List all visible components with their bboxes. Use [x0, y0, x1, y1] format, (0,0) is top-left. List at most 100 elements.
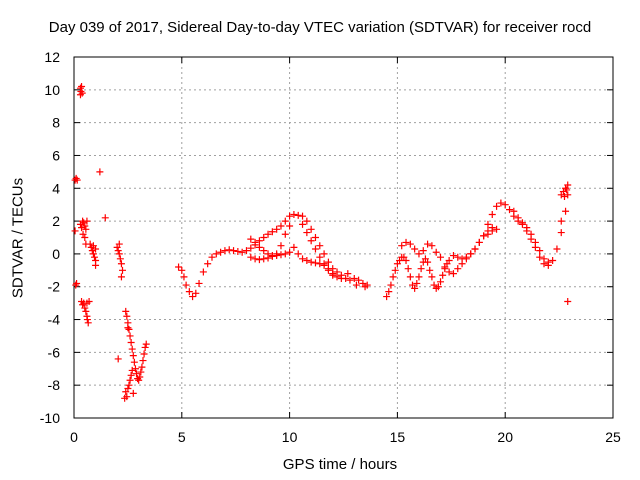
data-point — [281, 217, 289, 225]
data-point — [514, 214, 522, 222]
data-point — [86, 240, 94, 248]
data-point — [413, 279, 421, 287]
data-point — [225, 246, 233, 254]
data-point — [247, 235, 255, 243]
data-point — [133, 370, 141, 378]
data-point — [475, 238, 483, 246]
data-point — [125, 325, 133, 333]
data-point — [471, 245, 479, 253]
data-point — [72, 281, 80, 289]
data-point — [90, 253, 98, 261]
data-point — [484, 230, 492, 238]
data-point — [458, 255, 466, 263]
data-point — [389, 273, 397, 281]
data-point — [383, 293, 391, 301]
data-point — [117, 273, 125, 281]
data-point — [83, 217, 91, 225]
data-point — [141, 343, 149, 351]
data-point — [415, 273, 423, 281]
data-point — [419, 247, 427, 255]
data-point — [217, 248, 225, 256]
data-point — [454, 265, 462, 273]
data-point — [294, 211, 302, 219]
data-point — [80, 219, 88, 227]
data-point — [344, 270, 352, 278]
axis-ticks: 0 5 10 15 20 25 -10 -8 -6 -4 -2 0 2 4 6 8 10 12 — [40, 49, 621, 445]
data-point — [506, 206, 514, 214]
y-tick-label: 4 — [52, 180, 60, 196]
data-point — [560, 192, 568, 200]
data-point — [142, 340, 150, 348]
data-point — [536, 253, 544, 261]
data-point — [510, 207, 518, 215]
data-point — [415, 250, 423, 258]
data-point — [557, 229, 565, 237]
data-point — [85, 297, 93, 305]
data-point — [81, 234, 89, 241]
data-point — [115, 240, 123, 248]
data-point — [402, 238, 410, 246]
data-point — [115, 250, 123, 258]
data-point — [564, 191, 572, 199]
data-point — [192, 289, 200, 297]
data-point — [303, 229, 311, 237]
data-point — [180, 273, 188, 281]
data-point — [195, 279, 203, 287]
data-point — [518, 219, 526, 227]
data-point — [333, 273, 341, 281]
data-point — [212, 250, 220, 258]
data-points — [71, 83, 572, 402]
x-tick-label: 5 — [178, 429, 186, 445]
data-point — [238, 248, 246, 256]
data-point — [411, 284, 419, 292]
data-point — [454, 253, 462, 261]
chart-title: Day 039 of 2017, Sidereal Day-to-day VTE… — [48, 19, 592, 36]
x-tick-label: 10 — [282, 429, 298, 445]
data-point — [307, 237, 315, 245]
data-point — [350, 275, 358, 283]
data-point — [361, 283, 369, 291]
data-point — [277, 251, 285, 259]
data-point — [307, 258, 315, 266]
data-point — [260, 234, 268, 241]
data-point — [247, 244, 255, 252]
data-point — [131, 365, 139, 373]
data-point — [78, 224, 86, 232]
data-point — [101, 214, 109, 222]
data-point — [316, 242, 324, 250]
data-point — [549, 256, 557, 264]
data-point — [299, 212, 307, 220]
data-point — [268, 228, 276, 236]
data-point — [294, 250, 302, 258]
data-point — [299, 255, 307, 263]
data-point — [417, 265, 425, 273]
data-point — [286, 222, 294, 230]
data-point — [402, 256, 410, 264]
data-point — [434, 283, 442, 291]
data-point — [71, 227, 79, 235]
data-point — [268, 252, 276, 260]
data-point — [234, 247, 242, 255]
data-point — [92, 245, 100, 253]
data-point — [424, 258, 432, 266]
data-point — [467, 250, 475, 258]
data-point — [536, 247, 544, 255]
data-point — [119, 266, 127, 274]
data-point — [137, 368, 145, 376]
data-point — [426, 266, 434, 274]
data-point — [286, 248, 294, 256]
data-point — [432, 248, 440, 256]
data-point — [281, 250, 289, 258]
data-point — [127, 371, 135, 379]
data-point — [82, 307, 90, 315]
data-point — [89, 250, 97, 258]
data-point — [204, 260, 212, 268]
data-point — [121, 394, 129, 402]
data-point — [175, 263, 183, 271]
x-tick-label: 0 — [70, 429, 78, 445]
x-axis-label: GPS time / hours — [282, 456, 398, 473]
data-point — [128, 366, 136, 374]
data-point — [299, 220, 307, 228]
y-tick-label: 0 — [52, 246, 60, 262]
